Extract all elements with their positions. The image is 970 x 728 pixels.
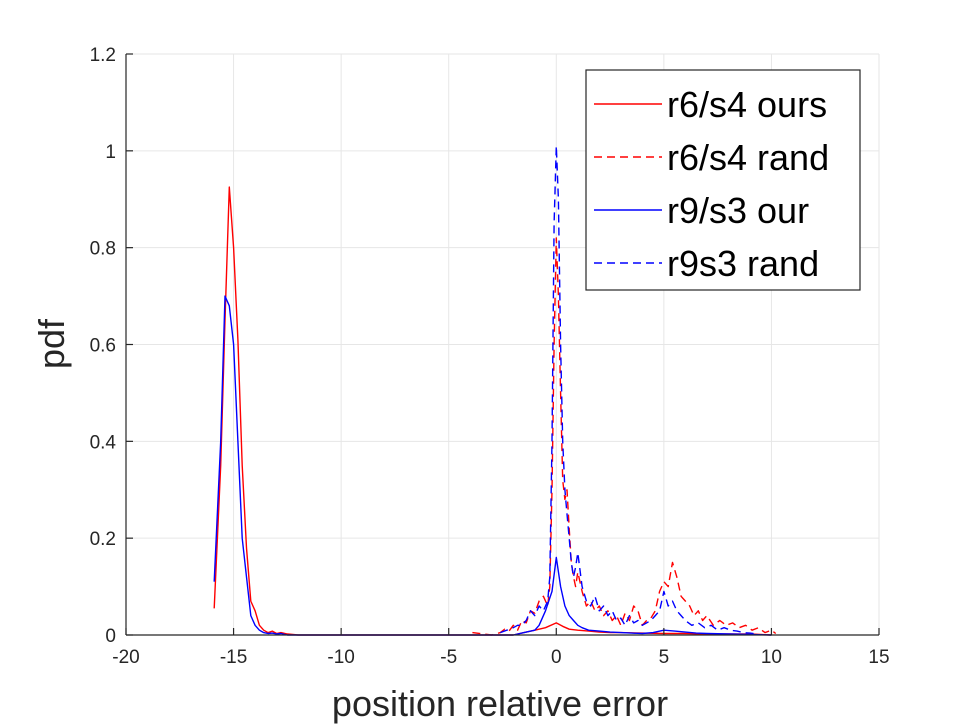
series-line-r6-s4-rand [472,237,777,636]
y-tick-label: 0.4 [90,432,117,453]
legend-label: r6/s4 rand [667,137,829,178]
y-tick-label: 0.2 [90,529,116,550]
legend: r6/s4 ours r6/s4 rand r9/s3 our r9s3 rand [585,69,861,291]
x-tick-label: -15 [220,647,247,668]
x-tick-label: -5 [440,647,457,668]
y-tick-label: 1 [105,142,116,163]
legend-label: r9s3 rand [667,243,819,284]
x-tick-label: 5 [659,647,670,668]
x-tick-label: -20 [112,647,139,668]
x-tick-label: 10 [761,647,782,668]
x-tick-label: 15 [868,647,889,668]
y-tick-label: 0 [105,626,116,647]
series-line-r9s3-rand [500,145,757,635]
axes [125,53,880,636]
series-line-r9-s3-our [213,295,772,636]
y-tick-label: 1.2 [90,45,116,66]
legend-label: r6/s4 ours [667,84,827,125]
legend-label: r9/s3 our [667,190,809,231]
x-tick-label: 0 [551,647,562,668]
x-tick-label: -10 [327,647,354,668]
tick-labels: -20 -15 -10 -5 0 5 10 15 0 0.2 0.4 0.6 0.8 1 1.2 [90,45,890,668]
y-axis-label: pdf [31,318,72,369]
y-tick-label: 0.8 [90,239,116,260]
x-axis-label: position relative error [332,683,668,724]
y-tick-label: 0.6 [90,336,116,357]
legend-box [585,69,861,291]
